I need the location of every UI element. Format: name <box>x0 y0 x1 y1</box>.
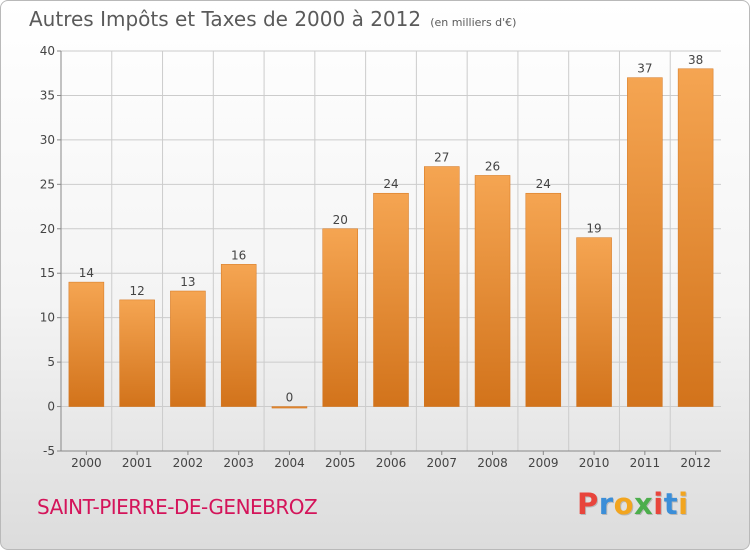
axes: -5 0 5 10 15 20 25 30 35 40 2000 2001 2002 2003 2004 20… <box>40 44 721 470</box>
title-unit: (en milliers d'€) <box>430 16 517 29</box>
y-tick-label: 10 <box>40 311 55 325</box>
x-tick-label: 2001 <box>122 456 153 470</box>
bar <box>627 77 663 407</box>
data-labels: 14 12 13 16 0 20 24 27 26 24 19 37 38 <box>79 53 704 405</box>
y-tick-label: -5 <box>43 444 55 458</box>
logo-letter: i <box>653 487 664 521</box>
bar <box>68 281 105 407</box>
bars <box>68 68 714 409</box>
logo-letter: P <box>577 487 599 521</box>
logo-letter: i <box>678 487 689 521</box>
bar <box>373 192 409 407</box>
x-tick-label: 2009 <box>528 456 559 470</box>
y-tick-label: 15 <box>40 266 55 280</box>
y-tick-label: 25 <box>40 177 55 191</box>
logo-letter: o <box>613 487 635 521</box>
y-tick-label: 0 <box>47 400 55 414</box>
logo-letter: r <box>598 487 614 521</box>
bar <box>220 264 257 407</box>
y-tick-label: 35 <box>40 88 55 102</box>
x-tick-label: 2000 <box>71 456 102 470</box>
bar-value-label: 37 <box>637 62 652 76</box>
bar-value-label: 16 <box>231 248 246 262</box>
y-tick-label: 5 <box>47 355 55 369</box>
bar-value-label: 19 <box>586 222 601 236</box>
bar <box>119 299 155 407</box>
x-tick-label: 2008 <box>477 456 508 470</box>
commune-name: SAINT-PIERRE-DE-GENEBROZ <box>37 495 318 519</box>
y-tick-label: 30 <box>40 133 55 147</box>
bar <box>170 290 206 407</box>
x-tick-label: 2006 <box>376 456 407 470</box>
bar-value-label: 27 <box>434 151 449 165</box>
chart-title: Autres Impôts et Taxes de 2000 à 2012 (e… <box>29 7 516 31</box>
bar-value-label: 24 <box>536 177 551 191</box>
x-tick-label: 2003 <box>223 456 254 470</box>
bar-value-label: 38 <box>688 53 703 67</box>
bar <box>424 166 460 407</box>
bar-value-label: 20 <box>333 213 348 227</box>
logo-letter: x <box>634 487 654 521</box>
y-tick-label: 20 <box>40 222 55 236</box>
bar <box>525 192 562 407</box>
proxiti-logo: Proxiti <box>577 487 689 521</box>
bar-value-label: 14 <box>79 266 94 280</box>
x-tick-label: 2007 <box>426 456 457 470</box>
x-tick-label: 2002 <box>173 456 204 470</box>
x-tick-label: 2011 <box>630 456 661 470</box>
logo-letter: t <box>663 487 679 521</box>
x-tick-label: 2004 <box>274 456 305 470</box>
x-tick-label: 2010 <box>579 456 610 470</box>
title-text: Autres Impôts et Taxes de 2000 à 2012 <box>29 7 422 31</box>
x-tick-label: 2012 <box>680 456 711 470</box>
bar-value-label: 13 <box>180 275 195 289</box>
bar <box>322 228 358 407</box>
bar <box>271 406 308 409</box>
bar <box>576 237 612 407</box>
bar-value-label: 26 <box>485 159 500 173</box>
x-tick-label: 2005 <box>325 456 356 470</box>
bar-value-label: 0 <box>286 391 294 405</box>
bar-value-label: 12 <box>130 284 145 298</box>
y-tick-label: 40 <box>40 44 55 58</box>
bar <box>474 175 511 407</box>
bar <box>677 68 714 407</box>
bar-value-label: 24 <box>383 177 398 191</box>
